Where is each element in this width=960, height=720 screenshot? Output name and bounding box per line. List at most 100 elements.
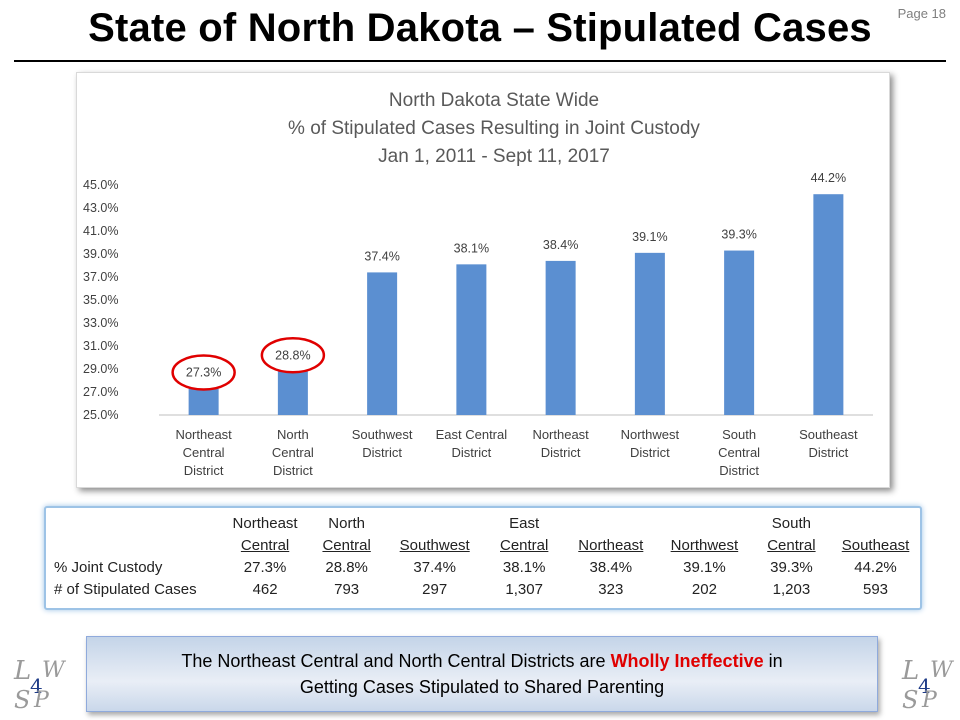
bar (545, 260, 576, 415)
x-tick-label: District (809, 445, 849, 460)
x-tick-label: Northwest (621, 427, 680, 442)
column-header-top (831, 512, 920, 534)
x-tick-label: District (362, 445, 402, 460)
table-cell: 593 (863, 580, 889, 598)
x-tick-label: Central (183, 445, 225, 460)
y-tick-label: 29.0% (83, 362, 118, 376)
summary-table: Northeast North East South Central Central Sou… (50, 512, 920, 600)
logo-letter-w: W (930, 658, 953, 683)
y-tick-label: 45.0% (83, 178, 118, 192)
table-cell: 28.8% (325, 558, 368, 576)
y-tick-label: 35.0% (83, 293, 118, 307)
logo-letter-s: S (902, 686, 919, 714)
logo-number: 4 (918, 674, 931, 698)
column-header-bottom: Central (500, 536, 549, 554)
table-cell: 462 (252, 580, 278, 598)
logo-number: 4 (30, 674, 43, 698)
logo-letter-l: L (902, 656, 920, 686)
x-tick-label: East Central (436, 427, 508, 442)
data-label: 37.4% (364, 249, 399, 263)
column-header-bottom: Central (767, 536, 816, 554)
x-tick-label: Northeast (532, 427, 589, 442)
x-tick-label: Central (718, 445, 760, 460)
bar (456, 264, 487, 415)
callout-text-end: in (763, 651, 783, 671)
table-cell: 323 (598, 580, 624, 598)
logo-letter-l: L (14, 656, 32, 686)
logo-letter-s: S (14, 686, 31, 714)
y-tick-label: 33.0% (83, 316, 118, 330)
column-header-bottom: Northwest (670, 536, 739, 554)
y-tick-label: 37.0% (83, 270, 118, 284)
logo-letter-p: P (922, 688, 937, 713)
chart-title-line: Jan 1, 2011 - Sept 11, 2017 (378, 146, 610, 167)
column-header-bottom: Northeast (578, 536, 644, 554)
column-header-bottom: Southeast (841, 536, 910, 554)
data-label: 38.1% (454, 241, 489, 255)
column-header-top: Northeast (232, 514, 298, 532)
logo-letter-w: W (42, 658, 65, 683)
table-cell: 37.4% (413, 558, 456, 576)
table-header-row-bottom: Central Central Southwest Central Northeast N… (50, 534, 920, 556)
y-tick-label: 39.0% (83, 247, 118, 261)
table-cell: 1,307 (505, 580, 543, 598)
x-tick-label: District (630, 445, 670, 460)
x-tick-label: Northeast (175, 427, 232, 442)
table-cell: 39.3% (770, 558, 813, 576)
column-header-top: North (328, 514, 365, 532)
callout-text-start: The Northeast Central and North Central … (181, 651, 611, 671)
x-tick-label: Central (272, 445, 314, 460)
table-cell: 202 (691, 580, 717, 598)
x-tick-label: District (273, 463, 313, 478)
column-header-top: South (771, 514, 811, 532)
x-tick-label: North (277, 427, 309, 442)
callout-highlight: Wholly Ineffective (610, 651, 764, 671)
column-header-top (657, 512, 752, 534)
x-tick-label: District (184, 463, 224, 478)
table-row: # of Stipulated Cases 462 793 297 1,307 323 20… (50, 578, 920, 600)
data-label: 38.4% (543, 238, 578, 252)
bar-chart: North Dakota State Wide % of Stipulated C… (83, 90, 873, 478)
column-header-bottom: Central (322, 536, 371, 554)
data-label: 27.3% (186, 366, 221, 380)
logo-left: L W 4 S P (12, 656, 68, 716)
bar (188, 388, 219, 415)
column-header-top: East (509, 514, 540, 532)
table-cell: 39.1% (683, 558, 726, 576)
x-tick-label: District (452, 445, 492, 460)
bar (724, 250, 755, 415)
x-tick-label: District (541, 445, 581, 460)
y-tick-label: 41.0% (83, 224, 118, 238)
highlight-circle (171, 354, 236, 391)
logo-letter-p: P (34, 688, 49, 713)
table-cell: 44.2% (854, 558, 897, 576)
x-tick-label: South (722, 427, 756, 442)
column-header-top (565, 512, 658, 534)
y-tick-label: 43.0% (83, 201, 118, 215)
table-corner-cell (50, 512, 222, 534)
chart-title-line: % of Stipulated Cases Resulting in Joint… (288, 118, 700, 139)
y-tick-label: 31.0% (83, 339, 118, 353)
highlight-circle (260, 337, 326, 374)
page-number: Page 18 (897, 6, 946, 21)
table-header-row-top: Northeast North East South (50, 512, 920, 534)
table-cell: 793 (334, 580, 360, 598)
table-row: % Joint Custody 27.3% 28.8% 37.4% 38.1% 38.4%… (50, 556, 920, 578)
table-corner-cell (50, 534, 222, 556)
conclusion-callout: The Northeast Central and North Central … (86, 636, 878, 712)
chart-title-line: North Dakota State Wide (389, 90, 599, 111)
page-title: State of North Dakota – Stipulated Cases (88, 6, 872, 50)
title-divider (14, 60, 946, 62)
bar (367, 272, 398, 415)
data-label: 39.1% (632, 230, 667, 244)
column-header-bottom: Central (240, 536, 290, 554)
summary-table-panel: Northeast North East South Central Central Sou… (44, 506, 922, 610)
table-cell: 38.1% (502, 558, 546, 576)
x-tick-label: District (719, 463, 759, 478)
data-label: 28.8% (275, 348, 310, 362)
row-label: % Joint Custody (54, 558, 163, 576)
data-label: 39.3% (721, 228, 756, 242)
table-cell: 297 (422, 580, 448, 598)
x-tick-label: Southwest (352, 427, 413, 442)
x-tick-label: Southeast (799, 427, 858, 442)
